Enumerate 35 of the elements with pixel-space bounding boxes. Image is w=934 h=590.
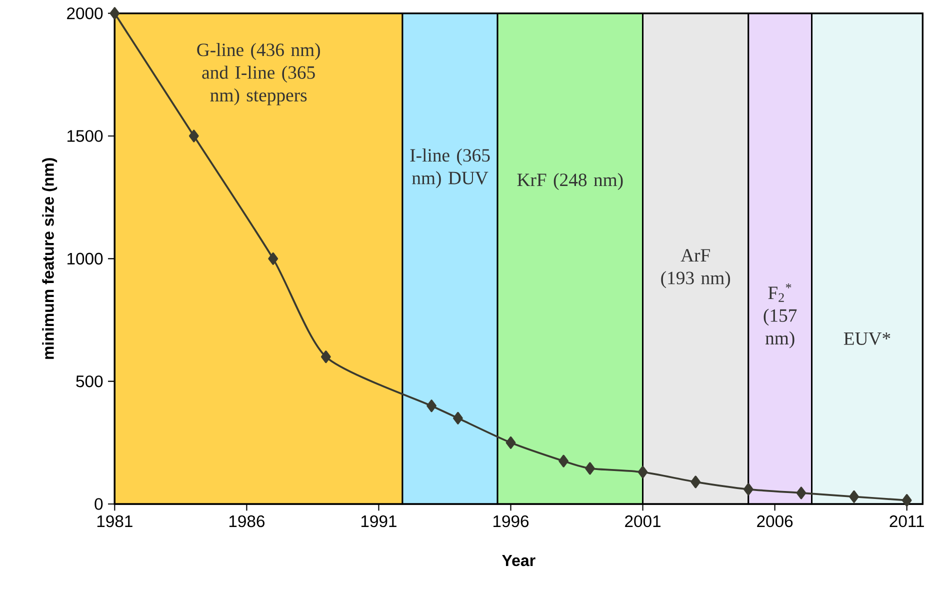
point [320,350,331,364]
x-tick-label: 1986 [229,515,264,528]
y-tick-label: 2000 [67,7,103,20]
y-tick-label: 1000 [68,252,103,265]
point [558,454,568,468]
point [506,436,516,449]
band-label: KrF (248 nm) [517,173,623,190]
point [849,490,859,503]
point [110,7,120,20]
band-label: G-line (436 nm) and I-line (365 nm) steppers [197,43,320,106]
text: F$_{2}$* (157 nm) [764,283,797,348]
band-label: ArF (193 nm) [661,249,730,288]
point [796,486,806,500]
point [268,252,278,265]
point [453,412,463,424]
x-axis-title: Year [502,555,536,566]
x-tick-label: 2001 [625,515,660,528]
y-axis-title: minimum feature size (nm) [42,158,58,359]
point [188,130,199,142]
band-label: I-line (365 nm) DUV [410,148,490,188]
x-tick-label: 1981 [97,515,132,528]
x-tick-label: 2006 [757,515,793,528]
point [585,462,595,475]
x-tick-label: 1996 [493,515,529,528]
point [638,466,648,478]
point [690,476,701,488]
x-tick-label: 2011 [890,515,924,528]
x-tick-label: 1991 [361,515,396,528]
point [743,483,754,496]
band-label: EUV* [844,332,890,346]
y-tick-label: 0 [94,498,103,510]
point [426,400,436,412]
y-tick-label: 1500 [68,130,103,142]
point [902,494,912,507]
y-tick-label: 500 [76,375,103,388]
